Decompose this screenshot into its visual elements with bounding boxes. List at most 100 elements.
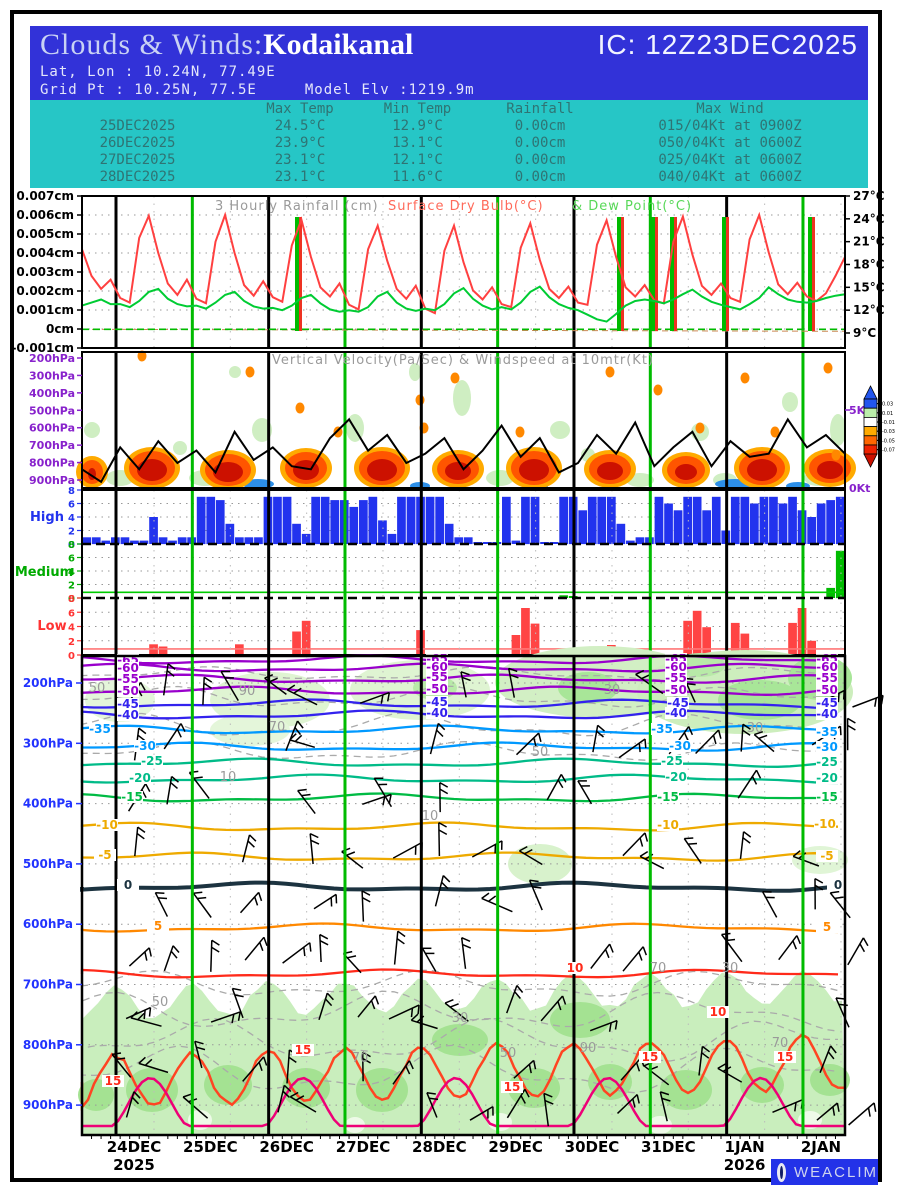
- wind-barb: [460, 937, 472, 969]
- barb-tick: [524, 848, 533, 855]
- wind-barb: [639, 850, 665, 870]
- wind-barb: [847, 937, 869, 966]
- wind-barb: [359, 691, 391, 704]
- barb-tick: [303, 947, 306, 957]
- barb-shaft: [426, 1092, 438, 1118]
- barb-tick: [263, 937, 268, 946]
- humidity-core: [356, 1068, 408, 1112]
- barb-shaft: [239, 891, 260, 914]
- logo-circle-icon: [777, 1162, 786, 1182]
- isotherm-label: -25: [141, 754, 163, 768]
- cloud-tick: 4: [68, 567, 75, 578]
- updraft-weak-patch: [173, 441, 187, 455]
- weaclim-logo[interactable]: WEACLIM: [771, 1159, 878, 1185]
- barb-tick: [688, 842, 698, 845]
- barb-tick: [686, 682, 696, 686]
- wind-barb: [361, 1051, 371, 1082]
- rh-label: 90: [580, 1041, 597, 1056]
- wind-barb: [239, 891, 263, 914]
- table-cell: 0.00cm: [514, 135, 566, 151]
- barb-shaft: [359, 691, 390, 704]
- barb-tick: [182, 1093, 192, 1098]
- high-cloud-bar: [759, 496, 769, 545]
- barb-tick: [286, 684, 296, 691]
- high-cloud-bar: [454, 537, 464, 545]
- rh-contour: [81, 685, 839, 708]
- isotherm--20: [80, 773, 839, 785]
- wind-barb: [753, 730, 775, 753]
- wind-barb: [289, 1091, 317, 1113]
- low-cloud-bar: [807, 640, 816, 656]
- barb-tick: [830, 890, 840, 894]
- barb-tick: [324, 998, 333, 1007]
- barb-tick: [172, 945, 180, 953]
- isotherm-label: 15: [777, 1050, 794, 1064]
- barb-tick: [253, 896, 259, 906]
- upper-air-panel: -65-60-55-50-45-40-35-30-25-20-15-10-505…: [23, 646, 884, 1174]
- high-cloud-bar: [750, 503, 759, 544]
- barb-tick: [758, 734, 768, 740]
- barb-shaft: [319, 934, 322, 963]
- isotherm-label: -35: [89, 722, 111, 736]
- updraft-blob-core: [817, 461, 843, 479]
- barb-shaft: [244, 936, 265, 961]
- isotherm-label: 15: [642, 1050, 659, 1064]
- high-cloud-bar: [292, 523, 301, 545]
- wind-barb: [242, 1056, 268, 1082]
- wind-barb: [507, 667, 519, 698]
- barb-tick: [862, 937, 869, 947]
- barb-tick: [532, 1060, 537, 1070]
- barb-shaft: [125, 1091, 135, 1118]
- barb-tick: [234, 994, 244, 998]
- wind-barb: [202, 676, 213, 705]
- high-cloud-bar: [177, 537, 187, 545]
- high-cloud-bar: [91, 537, 101, 545]
- event-spike-red: [674, 217, 677, 331]
- isotherm-label: -60: [816, 660, 838, 674]
- label-bg: [816, 684, 838, 696]
- barb-tick: [488, 895, 497, 902]
- y-right-tick: 27°C: [853, 189, 885, 203]
- barb-tick: [438, 821, 447, 828]
- label-bg: [134, 740, 156, 752]
- panel-border: [80, 654, 847, 1137]
- barb-shaft: [166, 776, 173, 805]
- barb-tick: [830, 1045, 837, 1054]
- legend-tick-label: -0.05: [882, 438, 895, 444]
- label-bg: [651, 723, 673, 735]
- high-cloud-bar: [587, 496, 597, 545]
- pressure-tick: 900hPa: [29, 474, 75, 487]
- barb-shaft: [392, 1060, 411, 1085]
- barb-tick: [444, 999, 454, 1004]
- wind-barb: [318, 992, 334, 1021]
- updraft-spot: [515, 426, 525, 438]
- wind-barb: [698, 1045, 711, 1076]
- barb-tick: [873, 1102, 877, 1112]
- pressure-tick: 400hPa: [23, 797, 73, 811]
- barb-tick: [560, 774, 567, 783]
- barb-tick: [347, 955, 357, 959]
- day-label: 27DEC: [336, 1138, 391, 1156]
- event-spike-green: [808, 217, 812, 331]
- isotherm--35: [80, 724, 839, 735]
- barb-tick: [742, 729, 751, 736]
- barb-shaft: [778, 935, 798, 961]
- barb-shaft: [505, 985, 518, 1014]
- day-label: 25DEC: [183, 1138, 238, 1156]
- barb-tick: [834, 896, 844, 900]
- high-cloud-bar: [378, 520, 387, 544]
- barb-tick: [288, 1056, 297, 1064]
- barb-tick: [796, 935, 801, 945]
- wind-barb: [282, 942, 312, 964]
- isotherm-label: -60: [117, 661, 139, 675]
- barb-tick: [326, 992, 334, 1001]
- barb-tick: [319, 933, 329, 940]
- barb-tick: [194, 1040, 204, 1045]
- wind-barb: [505, 985, 524, 1014]
- high-cloud-bar: [397, 496, 406, 545]
- barb-shaft: [134, 827, 139, 857]
- high-cloud-bar: [254, 537, 263, 545]
